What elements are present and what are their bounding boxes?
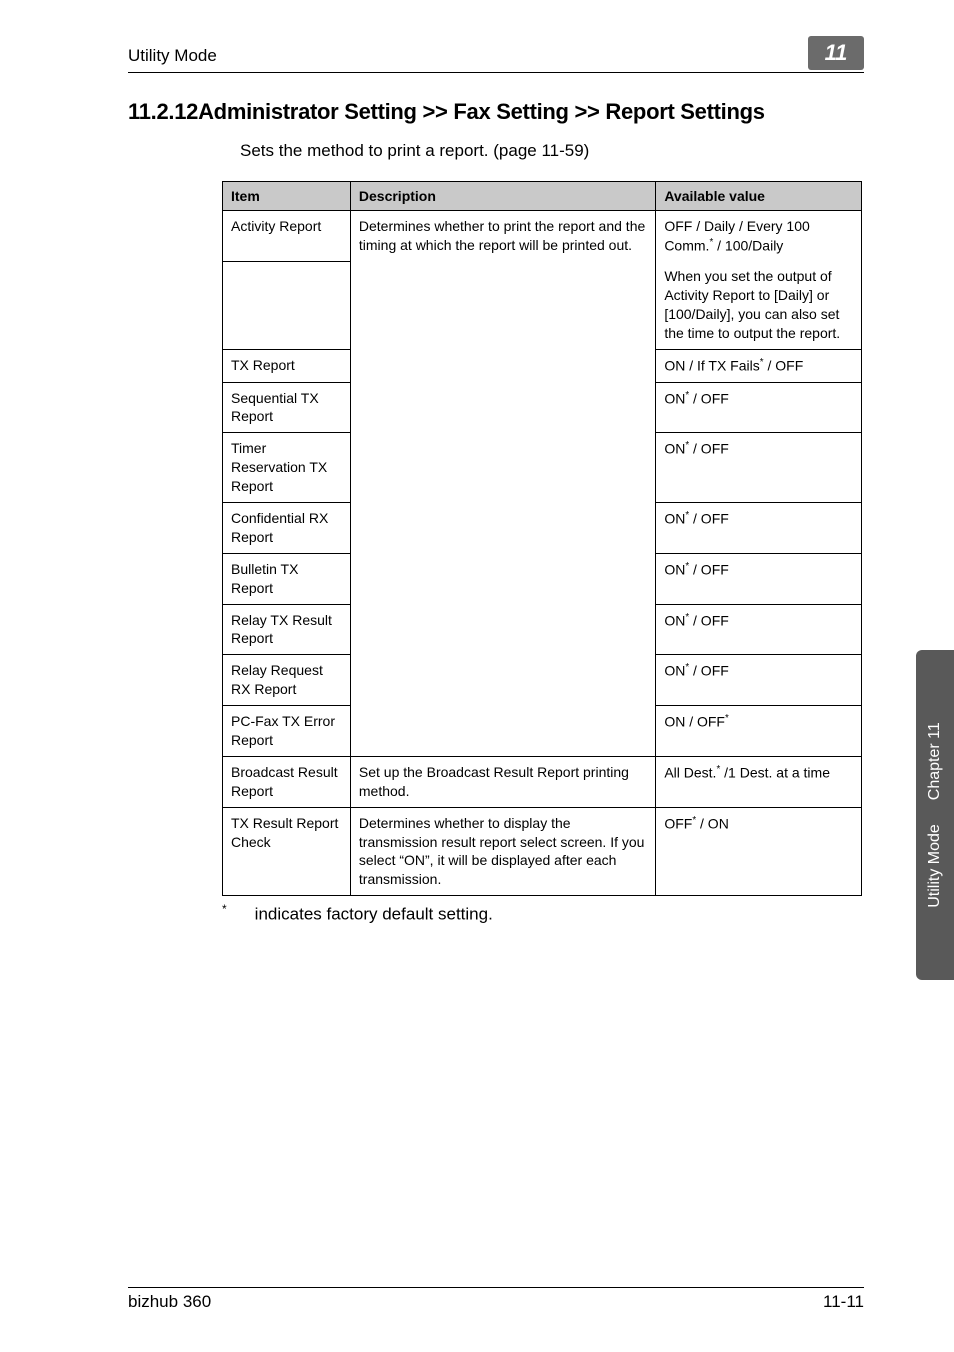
cell-desc: Determines whether to print the report a… xyxy=(350,211,655,757)
cell-item: Relay TX Result Report xyxy=(223,604,351,655)
footnote: * indicates factory default setting. xyxy=(222,902,864,925)
cell-desc: Determines whether to display the transm… xyxy=(350,807,655,896)
cell-desc: Set up the Broadcast Result Report print… xyxy=(350,756,655,807)
cell-avail: ON* / OFF xyxy=(656,382,862,433)
cell-item: TX Report xyxy=(223,350,351,383)
cell-avail: ON* / OFF xyxy=(656,433,862,503)
cell-item: PC-Fax TX Error Report xyxy=(223,706,351,757)
cell-avail: ON* / OFF xyxy=(656,503,862,554)
cell-avail: ON / OFF* xyxy=(656,706,862,757)
cell-item: TX Result Report Check xyxy=(223,807,351,896)
side-tab-line2: Chapter 11 xyxy=(926,722,944,800)
side-tab-line1: Utility Mode xyxy=(926,824,944,908)
cell-item: Broadcast Result Report xyxy=(223,756,351,807)
cell-item: Bulletin TX Report xyxy=(223,553,351,604)
col-header-item: Item xyxy=(223,182,351,211)
cell-avail: All Dest.* /1 Dest. at a time xyxy=(656,756,862,807)
head-rule xyxy=(128,72,864,73)
cell-avail: OFF / Daily / Every 100 Comm.* / 100/Dai… xyxy=(656,211,862,262)
cell-item-blank xyxy=(223,261,351,349)
cell-avail: ON* / OFF xyxy=(656,655,862,706)
cell-item: Activity Report xyxy=(223,211,351,262)
cell-avail: OFF* / ON xyxy=(656,807,862,896)
table-row: Activity Report Determines whether to pr… xyxy=(223,211,862,262)
col-header-available: Available value xyxy=(656,182,862,211)
cell-item: Confidential RX Report xyxy=(223,503,351,554)
page-footer: bizhub 360 11-11 xyxy=(128,1287,864,1312)
running-head-left: Utility Mode xyxy=(128,46,217,66)
running-head: Utility Mode 11 xyxy=(128,46,864,70)
chapter-badge: 11 xyxy=(808,36,864,70)
col-header-description: Description xyxy=(350,182,655,211)
cell-avail: ON / If TX Fails* / OFF xyxy=(656,350,862,383)
cell-item: Timer Reservation TX Report xyxy=(223,433,351,503)
footer-left: bizhub 360 xyxy=(128,1292,211,1312)
chapter-badge-text: 11 xyxy=(825,40,848,66)
footer-right: 11-11 xyxy=(823,1292,864,1312)
section-heading: Administrator Setting >> Fax Setting >> … xyxy=(198,99,765,124)
table-header-row: Item Description Available value xyxy=(223,182,862,211)
cell-avail: When you set the output of Activity Repo… xyxy=(656,261,862,349)
page: Utility Mode 11 11.2.12Administrator Set… xyxy=(0,0,954,1352)
section-intro: Sets the method to print a report. (page… xyxy=(240,141,864,161)
side-tab-inner: Utility Mode Chapter 11 xyxy=(926,722,944,908)
cell-avail: ON* / OFF xyxy=(656,553,862,604)
footnote-star: * xyxy=(222,902,227,916)
section-number: 11.2.12 xyxy=(128,99,198,124)
section-title: 11.2.12Administrator Setting >> Fax Sett… xyxy=(128,99,864,125)
table-row: TX Result Report Check Determines whethe… xyxy=(223,807,862,896)
settings-table: Item Description Available value Activit… xyxy=(222,181,862,896)
cell-item: Sequential TX Report xyxy=(223,382,351,433)
cell-item: Relay Request RX Report xyxy=(223,655,351,706)
side-tab: Utility Mode Chapter 11 xyxy=(916,650,954,980)
cell-avail: ON* / OFF xyxy=(656,604,862,655)
table-row: Broadcast Result Report Set up the Broad… xyxy=(223,756,862,807)
footnote-text: indicates factory default setting. xyxy=(255,905,493,924)
